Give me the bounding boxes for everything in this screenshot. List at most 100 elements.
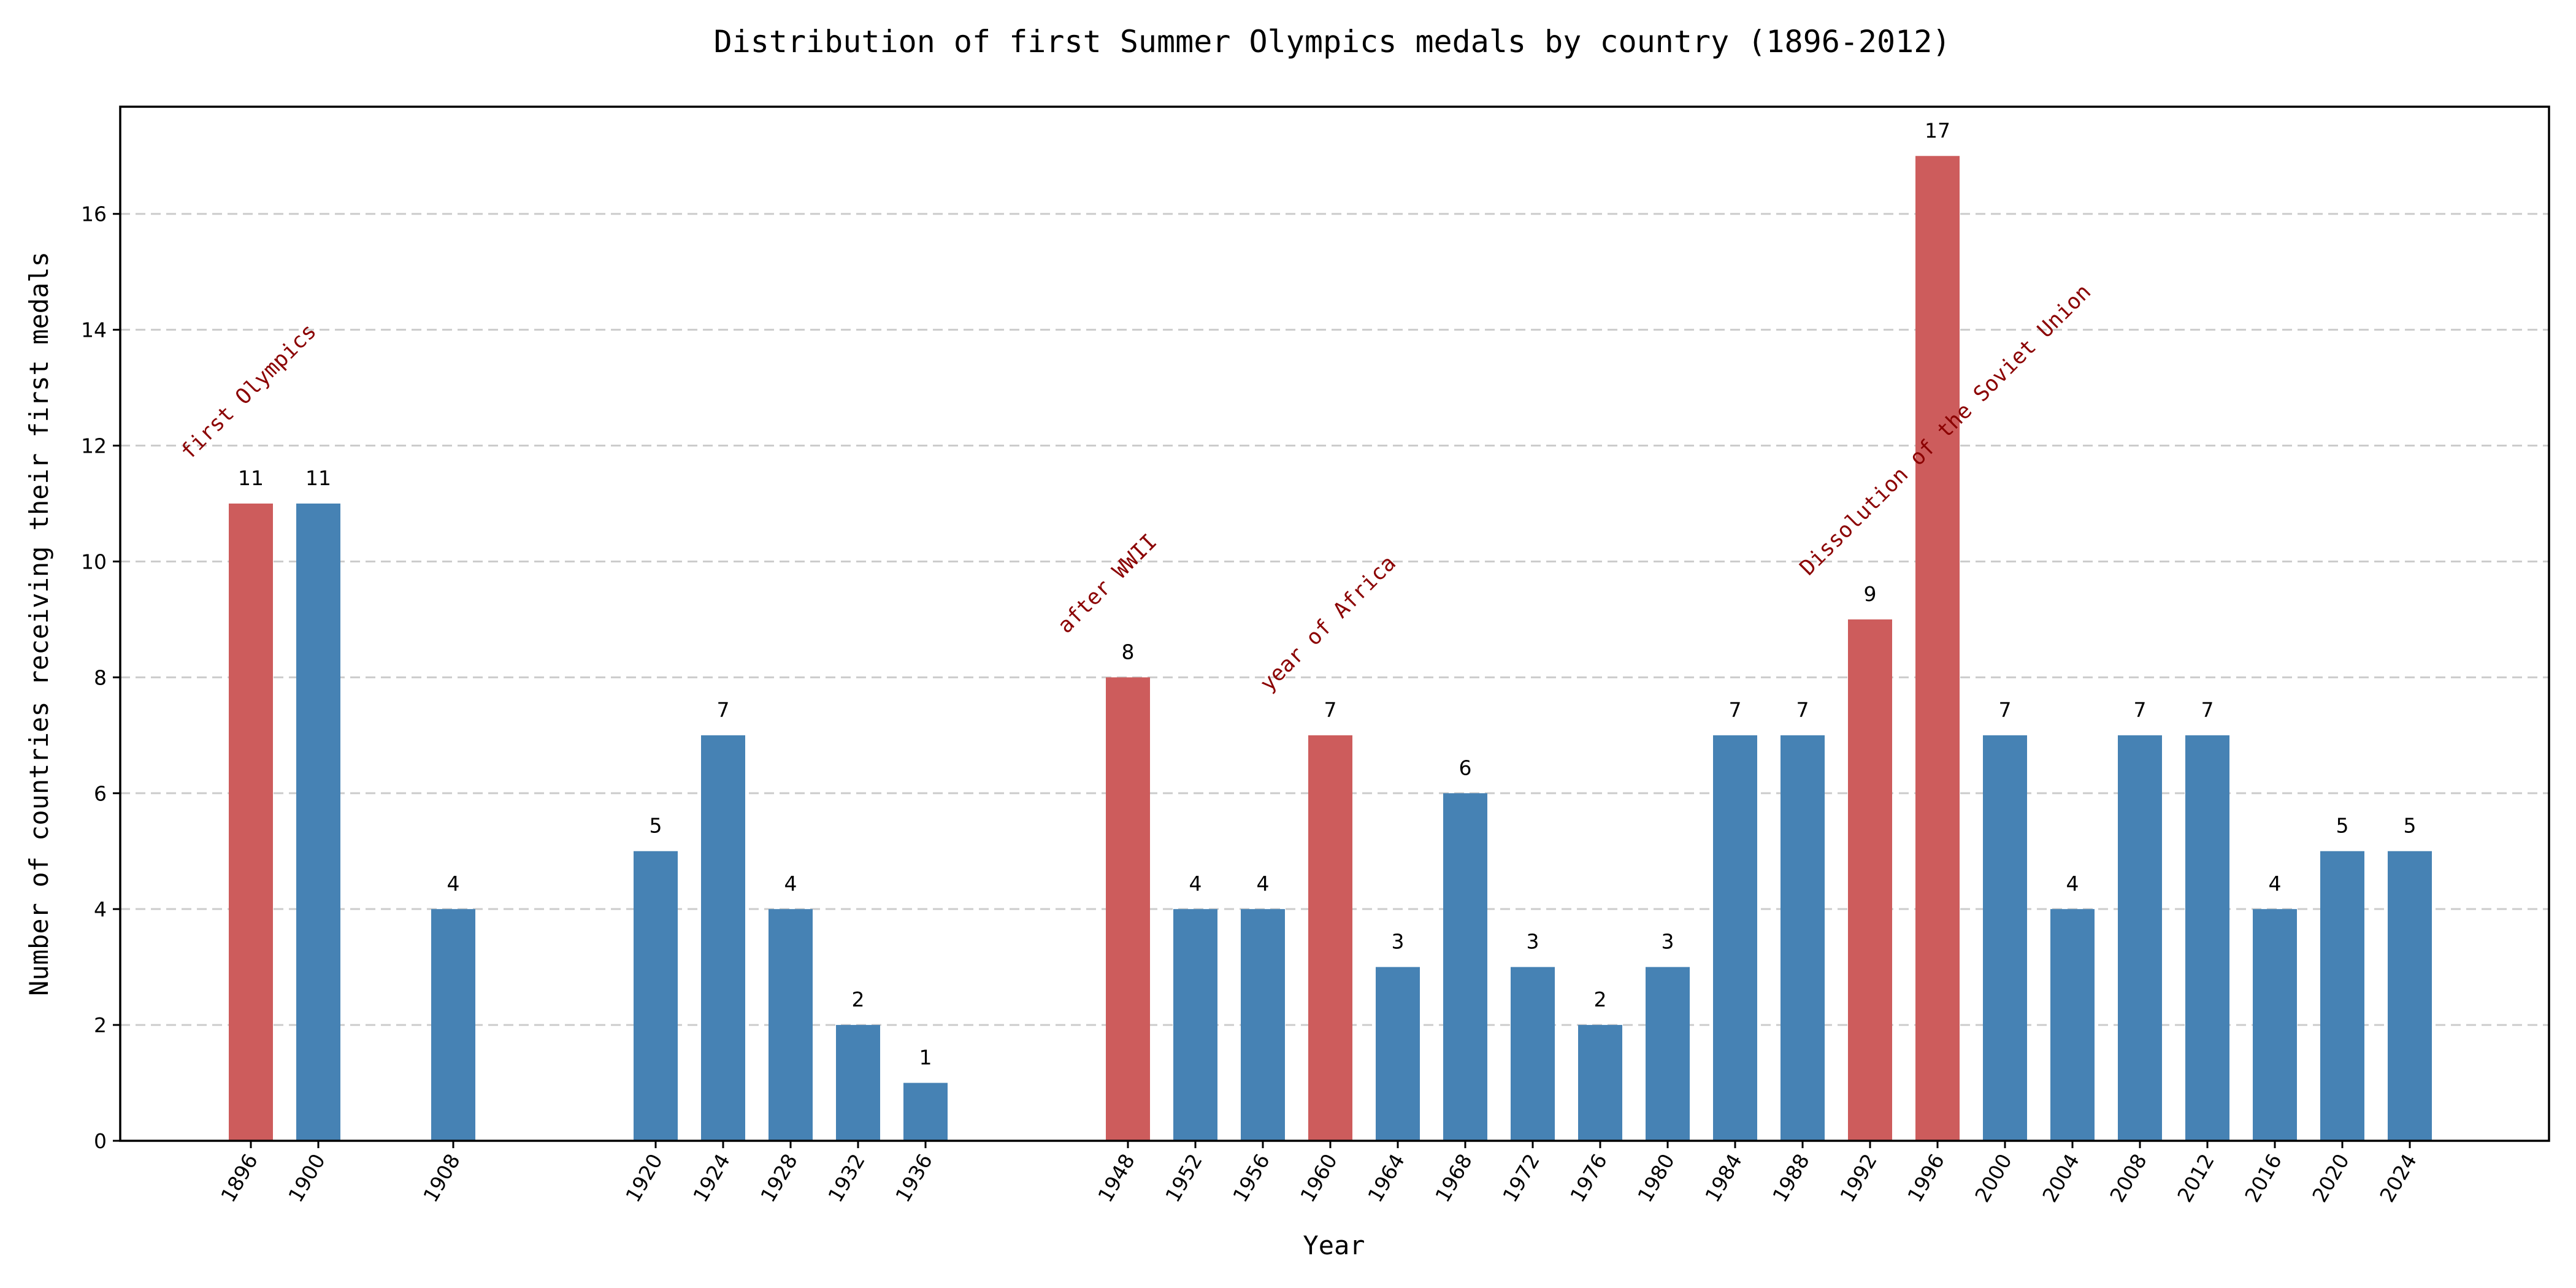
bar-2004 xyxy=(2050,909,2095,1141)
y-axis-label: Number of countries receiving their firs… xyxy=(24,251,54,996)
x-tick-label-1964: 1964 xyxy=(1363,1150,1409,1206)
value-label-1948: 8 xyxy=(1122,640,1135,664)
bar-1936 xyxy=(903,1083,948,1141)
bar-1992 xyxy=(1848,619,1892,1141)
bar-2008 xyxy=(2118,735,2162,1141)
y-tick-label: 4 xyxy=(94,897,107,921)
bar-1976 xyxy=(1578,1025,1622,1141)
y-tick-label: 12 xyxy=(81,434,107,458)
bar-2016 xyxy=(2253,909,2297,1141)
value-label-1972: 3 xyxy=(1527,930,1539,954)
x-tick-label-1924: 1924 xyxy=(688,1150,735,1206)
bar-2012 xyxy=(2185,735,2229,1141)
bar-1960 xyxy=(1308,735,1352,1141)
x-tick-label-1928: 1928 xyxy=(756,1150,802,1206)
x-tick-label-1992: 1992 xyxy=(1835,1150,1882,1206)
value-label-1924: 7 xyxy=(717,698,730,722)
bar-1972 xyxy=(1511,967,1555,1141)
x-tick-label-1896: 1896 xyxy=(216,1150,263,1206)
annotation-1960: year of Africa xyxy=(1255,551,1401,696)
value-label-1896: 11 xyxy=(238,466,264,490)
x-tick-label-1980: 1980 xyxy=(1633,1150,1679,1206)
x-tick-label-1988: 1988 xyxy=(1768,1150,1814,1206)
x-tick-label-1984: 1984 xyxy=(1700,1150,1747,1206)
value-label-1964: 3 xyxy=(1392,930,1405,954)
bar-2020 xyxy=(2320,851,2364,1141)
y-tick-label: 14 xyxy=(81,318,107,342)
bar-1928 xyxy=(769,909,813,1141)
x-axis-label: Year xyxy=(1303,1230,1365,1260)
value-label-1984: 7 xyxy=(1729,698,1742,722)
value-labels: 11 11 4 5 7 4 2 1 8 4 4 7 3 6 3 2 3 7 7 9 17 7 4 7 7 4 5 5 xyxy=(238,118,2417,1069)
x-tick-label-1996: 1996 xyxy=(1903,1150,1949,1206)
y-tick-label: 6 xyxy=(94,781,107,805)
x-tick-label-1960: 1960 xyxy=(1295,1150,1342,1206)
value-label-2004: 4 xyxy=(2066,872,2079,895)
value-label-2008: 7 xyxy=(2134,698,2147,722)
bar-1968 xyxy=(1443,793,1487,1141)
value-label-1976: 2 xyxy=(1594,987,1607,1011)
value-label-1956: 4 xyxy=(1257,872,1270,895)
x-tick-label-2008: 2008 xyxy=(2105,1150,2152,1206)
y-axis-ticks: 0 2 4 6 8 10 12 14 16 xyxy=(81,202,120,1153)
x-tick-label-2020: 2020 xyxy=(2307,1150,2354,1206)
plot-frame xyxy=(119,105,2550,1142)
y-tick-label: 0 xyxy=(94,1129,107,1153)
value-label-1996: 17 xyxy=(1925,118,1950,142)
x-tick-label-2024: 2024 xyxy=(2375,1150,2421,1206)
annotation-1948: after WWII xyxy=(1053,529,1162,638)
value-label-1992: 9 xyxy=(1864,582,1877,606)
value-label-1932: 2 xyxy=(852,987,865,1011)
chart-title: Distribution of first Summer Olympics me… xyxy=(714,24,1951,59)
x-tick-label-2016: 2016 xyxy=(2240,1150,2287,1206)
y-tick-label: 8 xyxy=(94,665,107,689)
x-tick-label-1936: 1936 xyxy=(891,1150,937,1206)
bar-1980 xyxy=(1646,967,1690,1141)
value-label-2020: 5 xyxy=(2336,814,2349,838)
bar-1908 xyxy=(431,909,475,1141)
x-tick-label-1972: 1972 xyxy=(1498,1150,1544,1206)
bar-1964 xyxy=(1376,967,1420,1141)
x-tick-label-1900: 1900 xyxy=(283,1150,330,1206)
bar-1932 xyxy=(836,1025,880,1141)
x-tick-label-1948: 1948 xyxy=(1093,1150,1140,1206)
x-tick-label-1976: 1976 xyxy=(1565,1150,1612,1206)
bar-2024 xyxy=(2388,851,2432,1141)
x-tick-label-2012: 2012 xyxy=(2172,1150,2219,1206)
value-label-2016: 4 xyxy=(2269,872,2282,895)
value-label-1960: 7 xyxy=(1324,698,1337,722)
bar-1924 xyxy=(701,735,745,1141)
x-tick-label-1952: 1952 xyxy=(1160,1150,1207,1206)
y-tick-label: 2 xyxy=(94,1013,107,1037)
x-tick-label-2004: 2004 xyxy=(2037,1150,2084,1206)
value-label-1988: 7 xyxy=(1796,698,1809,722)
bar-2000 xyxy=(1983,735,2027,1141)
bar-1984 xyxy=(1713,735,1757,1141)
bar-1896 xyxy=(229,504,273,1141)
value-label-1936: 1 xyxy=(919,1046,932,1070)
value-label-1980: 3 xyxy=(1662,930,1674,954)
bar-1988 xyxy=(1781,735,1825,1141)
x-tick-label-2000: 2000 xyxy=(1970,1150,2017,1206)
value-label-2000: 7 xyxy=(1999,698,2012,722)
x-tick-label-1968: 1968 xyxy=(1430,1150,1477,1206)
y-tick-label: 10 xyxy=(81,550,107,573)
value-label-2012: 7 xyxy=(2201,698,2214,722)
bar-1996 xyxy=(1915,156,1960,1141)
x-tick-label-1956: 1956 xyxy=(1228,1150,1275,1206)
value-label-1968: 6 xyxy=(1459,756,1472,780)
value-label-1900: 11 xyxy=(305,466,331,490)
value-label-1952: 4 xyxy=(1189,872,1202,895)
x-tick-label-1908: 1908 xyxy=(418,1150,465,1206)
value-label-2024: 5 xyxy=(2404,814,2417,838)
x-tick-label-1920: 1920 xyxy=(621,1150,667,1206)
x-axis-ticks: 1896 1900 1908 1920 1924 1928 1932 1936 1948 1952… xyxy=(216,1141,2421,1206)
y-tick-label: 16 xyxy=(81,202,107,226)
bar-1900 xyxy=(296,504,340,1141)
bar-1948 xyxy=(1106,677,1150,1141)
value-label-1920: 5 xyxy=(650,814,662,838)
value-label-1928: 4 xyxy=(784,872,797,895)
annotation-1896: first Olympics xyxy=(176,319,321,464)
